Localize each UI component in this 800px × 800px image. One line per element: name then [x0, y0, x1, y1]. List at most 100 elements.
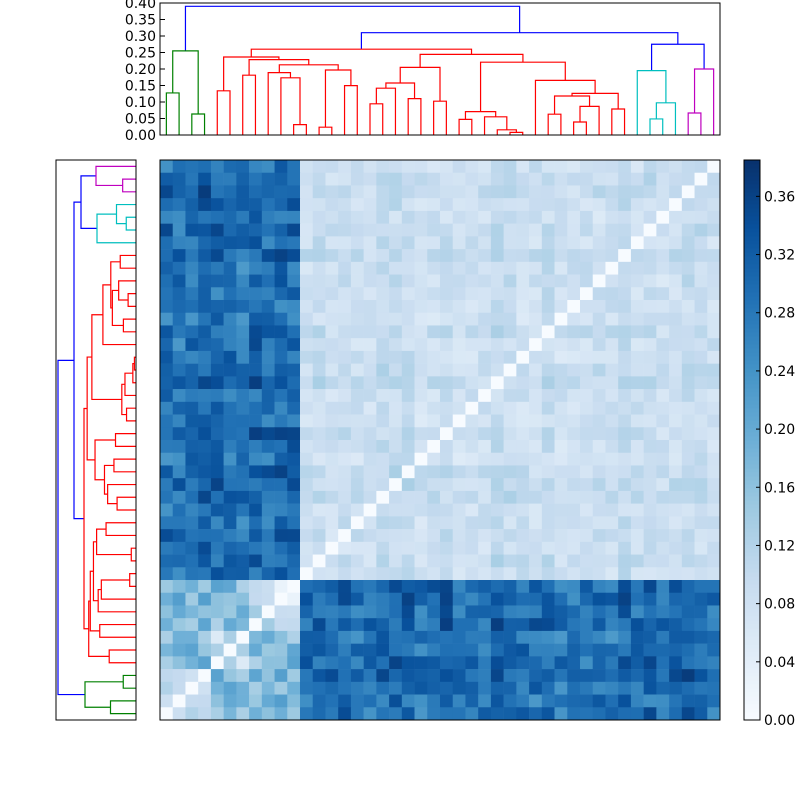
heatmap-cell	[376, 300, 390, 314]
heatmap-cell	[630, 325, 644, 339]
heatmap-cell	[440, 554, 454, 568]
heatmap-cell	[541, 389, 555, 403]
heatmap-cell	[440, 172, 454, 186]
heatmap-cell	[389, 554, 403, 568]
heatmap-cell	[592, 376, 606, 390]
heatmap-cell	[236, 274, 250, 288]
dendrogram-link	[103, 464, 114, 495]
heatmap-cell	[478, 223, 492, 237]
heatmap-cell	[440, 287, 454, 301]
heatmap-cell	[287, 427, 301, 441]
heatmap-cell	[172, 427, 186, 441]
heatmap-cell	[592, 452, 606, 466]
heatmap-cell	[567, 694, 581, 708]
heatmap-cell	[694, 541, 708, 555]
colorbar-band	[744, 464, 760, 469]
heatmap-cell	[503, 427, 517, 441]
heatmap-cell	[618, 427, 632, 441]
heatmap-cell	[185, 440, 199, 454]
heatmap-cell	[338, 643, 352, 657]
colorbar-band	[744, 636, 760, 641]
heatmap-cell	[567, 592, 581, 606]
heatmap-cell	[338, 541, 352, 555]
heatmap-cell	[541, 300, 555, 314]
heatmap-cell	[592, 160, 606, 174]
heatmap-cell	[300, 287, 314, 301]
heatmap-cell	[261, 503, 275, 517]
heatmap-cell	[350, 503, 364, 517]
heatmap-cell	[338, 580, 352, 594]
heatmap-cell	[287, 516, 301, 530]
heatmap-cell	[160, 236, 174, 250]
heatmap-cell	[401, 669, 415, 683]
heatmap-cell	[681, 541, 695, 555]
heatmap-cell	[656, 618, 670, 632]
heatmap-cell	[618, 389, 632, 403]
heatmap-cell	[261, 694, 275, 708]
heatmap-cell	[338, 529, 352, 543]
heatmap-cell	[630, 554, 644, 568]
heatmap-cell	[452, 185, 466, 199]
heatmap-cell	[541, 554, 555, 568]
heatmap-cell	[669, 236, 683, 250]
heatmap-cell	[478, 236, 492, 250]
heatmap-cell	[198, 605, 212, 619]
colorbar-tick-label: 0.28	[764, 306, 795, 322]
heatmap-cell	[172, 261, 186, 275]
colorbar-tick-label: 0.08	[764, 597, 795, 613]
heatmap-cell	[478, 669, 492, 683]
heatmap-cell	[198, 350, 212, 364]
heatmap-cell	[681, 669, 695, 683]
heatmap-cell	[707, 516, 721, 530]
heatmap-cell	[236, 325, 250, 339]
heatmap-cell	[172, 325, 186, 339]
heatmap-cell	[440, 529, 454, 543]
heatmap-cell	[376, 350, 390, 364]
heatmap-cell	[465, 325, 479, 339]
heatmap-cell	[554, 490, 568, 504]
colorbar-band	[744, 424, 760, 429]
heatmap-cell	[223, 338, 237, 352]
heatmap-cell	[567, 605, 581, 619]
heatmap-cell	[350, 236, 364, 250]
heatmap-cell	[223, 567, 237, 581]
heatmap-cell	[490, 541, 504, 555]
heatmap-cell	[236, 427, 250, 441]
heatmap-cell	[452, 389, 466, 403]
heatmap-cell	[427, 681, 441, 695]
heatmap-cell	[656, 452, 670, 466]
heatmap-cell	[669, 198, 683, 212]
heatmap-cell	[452, 376, 466, 390]
heatmap-cell	[707, 300, 721, 314]
heatmap-cell	[465, 503, 479, 517]
heatmap-cell	[261, 172, 275, 186]
heatmap-cell	[312, 389, 326, 403]
heatmap-cell	[605, 694, 619, 708]
heatmap-cell	[198, 389, 212, 403]
heatmap-cell	[376, 427, 390, 441]
heatmap-cell	[541, 363, 555, 377]
heatmap-cell	[325, 287, 339, 301]
heatmap-cell	[401, 185, 415, 199]
heatmap-cell	[376, 681, 390, 695]
heatmap-cell	[681, 210, 695, 224]
heatmap-cell	[261, 363, 275, 377]
heatmap-cell	[681, 249, 695, 263]
heatmap-cell	[554, 401, 568, 415]
heatmap-cell	[541, 592, 555, 606]
heatmap-cell	[401, 198, 415, 212]
colorbar-band	[744, 568, 760, 573]
heatmap-cell	[529, 300, 543, 314]
heatmap-cell	[427, 414, 441, 428]
heatmap-cell	[223, 490, 237, 504]
heatmap-cell	[249, 541, 263, 555]
heatmap-cell	[681, 401, 695, 415]
heatmap-cell	[389, 300, 403, 314]
heatmap-cell	[503, 529, 517, 543]
heatmap-cell	[516, 210, 530, 224]
colorbar-band	[744, 704, 760, 709]
heatmap-cell	[580, 541, 594, 555]
heatmap-cell	[541, 236, 555, 250]
heatmap-cell	[643, 210, 657, 224]
